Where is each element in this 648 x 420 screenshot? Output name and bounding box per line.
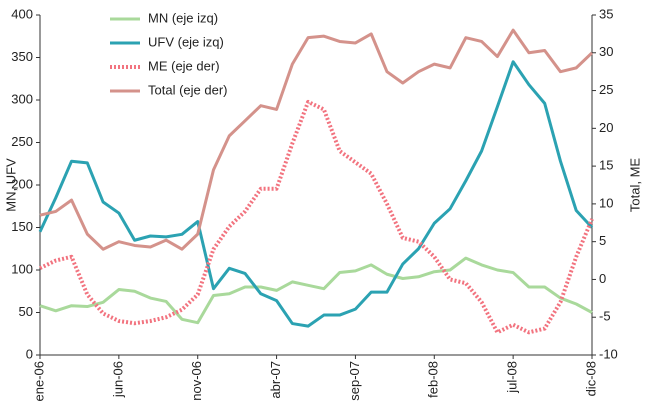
y-tick-label: 100 [11, 261, 33, 276]
x-tick-label: nov-06 [189, 361, 204, 401]
y2-tick-label: 25 [599, 82, 613, 97]
y2-tick-label: 0 [599, 271, 606, 286]
x-tick-label: abr-07 [268, 361, 283, 399]
y2-tick-label: 35 [599, 6, 613, 21]
y-tick-label: 50 [19, 304, 33, 319]
y2-tick-label: 15 [599, 158, 613, 173]
y2-axis-label: Total, ME [627, 158, 642, 213]
series-line [39, 256, 593, 325]
x-tick-label: jul-08 [505, 361, 520, 394]
y-tick-label: 0 [26, 346, 33, 361]
y2-tick-label: 5 [599, 233, 606, 248]
x-tick-label: feb-08 [426, 361, 441, 398]
x-tick-label: sep-07 [347, 361, 362, 401]
y-axis-label: MN, UFV [3, 158, 18, 212]
series-line [39, 99, 594, 335]
y2-tick-label: 20 [599, 120, 613, 135]
legend-label: UFV (eje izq) [148, 34, 224, 49]
y-tick-label: 150 [11, 219, 33, 234]
y2-tick-label: -5 [599, 309, 611, 324]
y2-tick-label: 10 [599, 195, 613, 210]
legend-label: Total (eje der) [148, 82, 227, 97]
series-line [39, 28, 594, 251]
x-tick-label: dic-08 [583, 361, 598, 396]
y2-tick-label: -10 [599, 346, 618, 361]
legend-label: ME (eje der) [148, 58, 220, 73]
x-tick-label: ene-06 [31, 361, 46, 401]
series-line [38, 60, 594, 328]
y-tick-label: 300 [11, 91, 33, 106]
y-tick-label: 200 [11, 176, 33, 191]
y2-tick-label: 30 [599, 44, 613, 59]
y-tick-label: 350 [11, 49, 33, 64]
x-tick-label: jun-06 [110, 361, 125, 398]
legend-label: MN (eje izq) [148, 10, 218, 25]
y-tick-label: 250 [11, 134, 33, 149]
y-tick-label: 400 [11, 6, 33, 21]
